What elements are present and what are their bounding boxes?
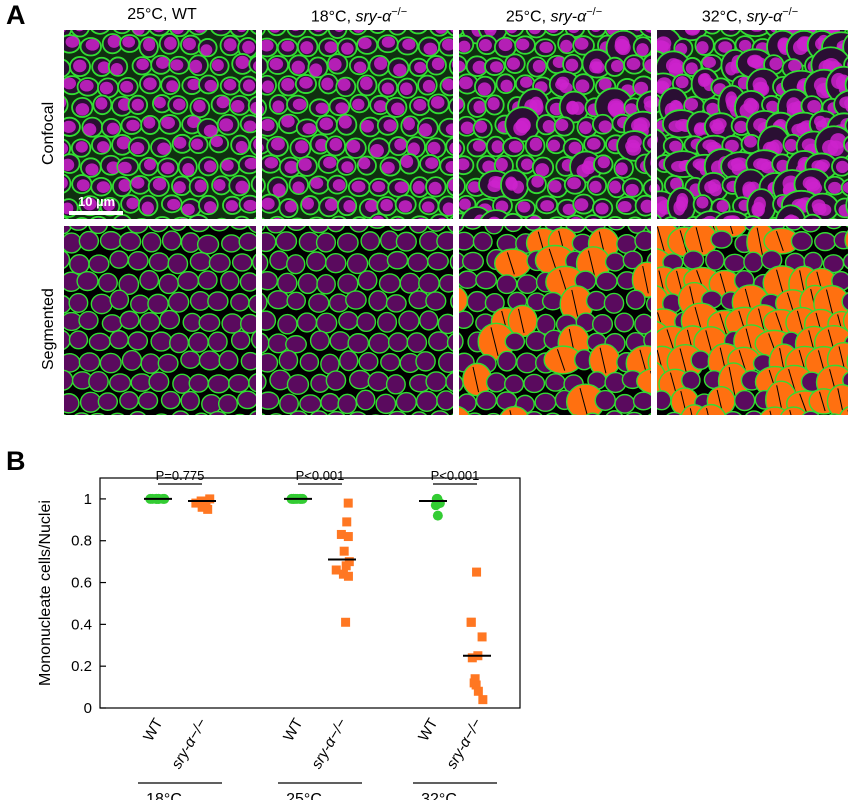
data-point-mutant [343,532,353,542]
panel-b-letter: B [6,446,26,476]
p-value-label: P=0.775 [156,468,205,483]
data-point-mutant [472,567,482,577]
segmented-image-2 [262,226,453,415]
column-title-1: 25°C, WT [127,6,197,23]
data-point-mutant [339,546,349,556]
y-axis-label: Mononucleate cells/Nuclei [37,500,54,686]
group-label: 32°C [421,791,457,800]
data-point-mutant [342,517,352,527]
plot-frame [99,477,521,709]
p-value-label: P<0.001 [296,468,345,483]
data-point-mutant [473,686,483,696]
y-tick-label: 1 [84,491,92,508]
group-label: 25°C [286,791,322,800]
scale-bar [69,211,123,215]
data-point-mutant [477,632,487,642]
y-tick-label: 0.2 [71,658,92,675]
scatter-chart: 0 0.2 0.4 0.6 0.8 1 Mononucleate cells/Nuclei W… [37,468,521,800]
confocal-image-3 [459,30,651,219]
data-point-mutant [343,498,353,508]
data-point-mutant [197,502,207,512]
segmented-image-3 [459,226,651,415]
confocal-image-4 [657,30,848,219]
column-title-3: 25°C, sry-α−/− [505,6,603,26]
data-point-mutant [341,617,351,627]
segmented-image-4 [657,226,848,415]
panel-a-letter: A [6,0,26,30]
p-value-label: P<0.001 [431,468,480,483]
genotype-label: sry-α−/− [308,715,350,772]
column-title-2: 18°C, sry-α−/− [310,6,408,26]
data-point-mutant [205,494,215,504]
data-point-mutant [191,498,201,508]
confocal-image-2 [262,30,453,219]
genotype-label: sry-α−/− [443,715,485,772]
column-title-4: 32°C, sry-α−/− [701,6,799,26]
y-tick-label: 0.8 [71,533,92,550]
segmented-image-1 [64,226,256,415]
data-point-mutant [471,680,481,690]
data-point-mutant [343,571,353,581]
y-tick-label: 0.4 [71,616,92,633]
genotype-label: WT [140,716,166,745]
genotype-label: WT [415,716,441,745]
scale-bar-label: 10 µm [78,194,116,209]
data-point-mutant [338,569,348,579]
y-tick-label: 0 [84,700,92,717]
data-point-mutant [331,565,341,575]
group-label: 18°C [146,791,182,800]
row-label-confocal: Confocal [40,101,57,165]
confocal-image-1 [64,30,256,219]
data-point-mutant [466,617,476,627]
data-point-mutant [478,695,488,705]
data-point-mutant [467,653,477,663]
data-point-mutant [203,504,213,514]
genotype-label: sry-α−/− [168,715,210,772]
data-point-wt [432,510,443,521]
data-point-mutant [336,529,346,539]
row-label-segmented: Segmented [40,288,57,370]
y-tick-label: 0.6 [71,575,92,592]
data-point-wt [430,500,441,511]
data-point-mutant [341,561,351,571]
genotype-label: WT [280,716,306,745]
